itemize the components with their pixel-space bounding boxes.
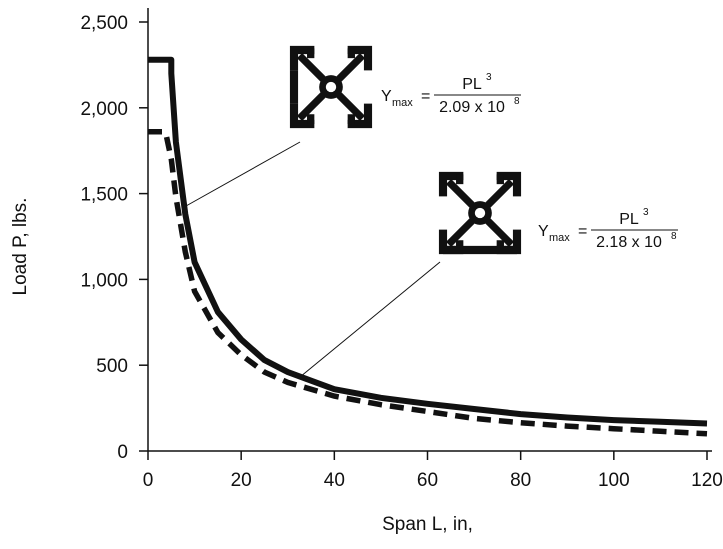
x-tick-label: 20 bbox=[231, 470, 252, 491]
x-tick-label: 120 bbox=[691, 470, 723, 491]
equals-sign: = bbox=[578, 223, 587, 240]
leader-line bbox=[299, 261, 441, 378]
formula-numerator-exponent: 3 bbox=[643, 207, 649, 218]
series bbox=[148, 56, 708, 437]
ymax-symbol: Y bbox=[381, 88, 392, 105]
formula-denominator: 2.18 x 10 bbox=[596, 234, 662, 251]
formula-denominator: 2.09 x 10 bbox=[439, 99, 505, 116]
x-tick-label: 60 bbox=[417, 470, 438, 491]
x-tick-label: 40 bbox=[324, 470, 345, 491]
leader-line bbox=[185, 141, 301, 207]
formula-numerator: PL bbox=[462, 76, 482, 93]
x-axis-title: Span L, in, bbox=[382, 514, 473, 535]
formula-denominator-exponent: 8 bbox=[671, 231, 677, 242]
y-axis-title: Load P, lbs. bbox=[10, 198, 31, 296]
axes bbox=[147, 8, 712, 452]
y-tick-label: 500 bbox=[96, 356, 128, 377]
formula-numerator: PL bbox=[619, 211, 639, 228]
equals-sign: = bbox=[421, 88, 430, 105]
x-tick-label: 80 bbox=[510, 470, 531, 491]
y-tick-label: 0 bbox=[117, 442, 128, 463]
ymax-subscript: max bbox=[549, 232, 570, 244]
extrusion-profile-icon bbox=[289, 45, 373, 129]
series-line-dashed bbox=[148, 129, 708, 437]
series-line-solid bbox=[148, 56, 708, 427]
ymax-symbol: Y bbox=[538, 223, 549, 240]
formula-denominator-exponent: 8 bbox=[514, 96, 520, 107]
y-tick-label: 2,000 bbox=[80, 99, 128, 120]
ticks: 0 500 1,000 1,500 2,000 2,500 0 20 40 60 80 100 120 bbox=[80, 13, 722, 491]
x-tick-label: 0 bbox=[143, 470, 154, 491]
extrusion-profile-icon bbox=[438, 171, 522, 255]
ymax-subscript: max bbox=[392, 97, 413, 109]
y-tick-label: 1,000 bbox=[80, 270, 128, 291]
y-tick-label: 2,500 bbox=[80, 13, 128, 34]
formula-numerator-exponent: 3 bbox=[486, 72, 492, 83]
x-tick-label: 100 bbox=[598, 470, 630, 491]
y-tick-label: 1,500 bbox=[80, 185, 128, 206]
